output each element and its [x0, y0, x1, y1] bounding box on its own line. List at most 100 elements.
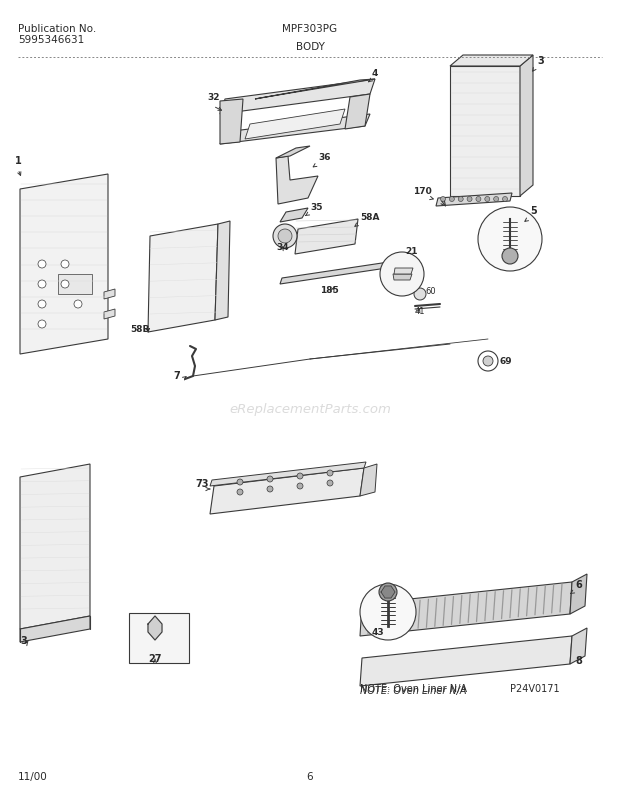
- Circle shape: [61, 280, 69, 288]
- Polygon shape: [220, 79, 375, 114]
- Text: 41: 41: [415, 307, 425, 316]
- Text: BODY: BODY: [296, 42, 324, 52]
- Text: 69: 69: [500, 357, 513, 366]
- Circle shape: [360, 584, 416, 640]
- Text: 8: 8: [575, 656, 582, 666]
- Polygon shape: [104, 309, 115, 319]
- Text: 4: 4: [372, 69, 378, 78]
- Circle shape: [467, 196, 472, 202]
- Text: 36: 36: [318, 153, 330, 162]
- Text: 21: 21: [405, 247, 417, 256]
- Polygon shape: [245, 109, 345, 139]
- Circle shape: [297, 483, 303, 489]
- Text: 5995346631: 5995346631: [18, 35, 84, 45]
- Polygon shape: [381, 586, 395, 598]
- Circle shape: [476, 196, 481, 202]
- Polygon shape: [148, 616, 162, 640]
- Text: 73: 73: [195, 479, 208, 489]
- Circle shape: [414, 288, 426, 300]
- Circle shape: [380, 252, 424, 296]
- Polygon shape: [295, 219, 358, 254]
- Circle shape: [379, 583, 397, 601]
- Circle shape: [297, 473, 303, 479]
- Text: NOTE: Oven Liner N/A: NOTE: Oven Liner N/A: [360, 684, 467, 694]
- Polygon shape: [360, 582, 572, 636]
- Polygon shape: [215, 221, 230, 320]
- Circle shape: [38, 320, 46, 328]
- Text: 5: 5: [530, 206, 537, 216]
- Circle shape: [237, 489, 243, 495]
- Text: 35: 35: [310, 203, 322, 212]
- Text: NOTE: Oven Liner N/A: NOTE: Oven Liner N/A: [360, 686, 466, 696]
- Circle shape: [267, 476, 273, 482]
- Circle shape: [237, 479, 243, 485]
- Polygon shape: [345, 94, 370, 129]
- Circle shape: [440, 196, 446, 202]
- Circle shape: [502, 196, 508, 202]
- Circle shape: [478, 207, 542, 271]
- Circle shape: [74, 300, 82, 308]
- Circle shape: [502, 248, 518, 264]
- Polygon shape: [276, 146, 310, 158]
- Text: 11/00: 11/00: [18, 772, 48, 782]
- Text: 43: 43: [372, 628, 384, 637]
- Circle shape: [38, 300, 46, 308]
- Polygon shape: [276, 156, 318, 204]
- Polygon shape: [520, 55, 533, 196]
- Text: 6: 6: [575, 580, 582, 590]
- Circle shape: [278, 229, 292, 243]
- Text: 58A: 58A: [360, 213, 379, 222]
- Text: 170: 170: [413, 187, 432, 196]
- Polygon shape: [104, 289, 115, 299]
- Polygon shape: [394, 268, 413, 274]
- Circle shape: [478, 351, 498, 371]
- Circle shape: [494, 196, 498, 202]
- Text: 185: 185: [320, 286, 339, 295]
- Circle shape: [483, 356, 493, 366]
- Polygon shape: [436, 193, 512, 206]
- Polygon shape: [220, 99, 243, 144]
- Text: Publication No.: Publication No.: [18, 24, 96, 34]
- Polygon shape: [570, 628, 587, 664]
- Polygon shape: [210, 462, 366, 486]
- Circle shape: [38, 280, 46, 288]
- Text: P24V0171: P24V0171: [510, 684, 560, 694]
- Circle shape: [61, 260, 69, 268]
- Text: 1: 1: [15, 156, 22, 166]
- Polygon shape: [210, 468, 364, 514]
- Polygon shape: [20, 464, 90, 629]
- Polygon shape: [58, 274, 92, 294]
- Circle shape: [38, 260, 46, 268]
- Polygon shape: [280, 260, 402, 284]
- Circle shape: [267, 486, 273, 492]
- Polygon shape: [220, 114, 370, 144]
- Text: 6: 6: [307, 772, 313, 782]
- Polygon shape: [360, 636, 572, 686]
- Text: 3: 3: [20, 636, 27, 646]
- Circle shape: [458, 196, 463, 202]
- Circle shape: [485, 196, 490, 202]
- Text: 7: 7: [173, 371, 180, 381]
- Polygon shape: [20, 616, 90, 642]
- Text: MPF303PG: MPF303PG: [283, 24, 337, 34]
- Text: 60: 60: [425, 287, 436, 296]
- Polygon shape: [570, 574, 587, 614]
- Polygon shape: [393, 274, 412, 280]
- Text: 3: 3: [537, 56, 544, 66]
- Polygon shape: [280, 208, 308, 222]
- Text: 27: 27: [148, 654, 162, 664]
- FancyBboxPatch shape: [129, 613, 189, 663]
- Polygon shape: [450, 55, 533, 66]
- Circle shape: [273, 224, 297, 248]
- Text: 58B: 58B: [130, 325, 149, 334]
- Polygon shape: [450, 66, 520, 196]
- Circle shape: [450, 196, 454, 202]
- Polygon shape: [255, 79, 375, 99]
- Text: eReplacementParts.com: eReplacementParts.com: [229, 403, 391, 415]
- Polygon shape: [148, 224, 218, 332]
- Polygon shape: [20, 174, 108, 354]
- Circle shape: [327, 470, 333, 476]
- Circle shape: [327, 480, 333, 486]
- Text: 34: 34: [276, 243, 289, 252]
- Polygon shape: [360, 464, 377, 496]
